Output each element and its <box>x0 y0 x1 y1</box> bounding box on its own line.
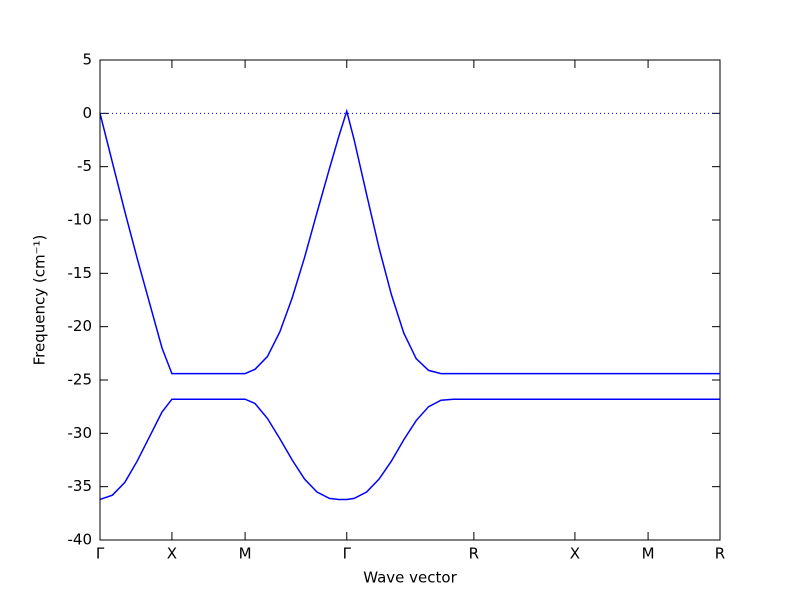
x-tick-label: M <box>239 545 252 563</box>
y-tick-label: -35 <box>68 477 93 495</box>
x-tick-label: X <box>167 545 177 563</box>
y-tick-label: 0 <box>82 104 92 122</box>
y-tick-label: -15 <box>68 264 93 282</box>
y-tick-label: -40 <box>68 531 93 549</box>
y-axis-label: Frequency (cm⁻¹) <box>31 235 49 366</box>
x-tick-label: R <box>715 545 725 563</box>
band-line <box>99 108 720 375</box>
y-tick-label: -25 <box>68 371 93 389</box>
x-tick-label: R <box>469 545 479 563</box>
plot-frame <box>99 59 721 541</box>
x-tick-label: Γ <box>96 545 105 563</box>
x-tick-label: M <box>642 545 655 563</box>
y-tick-label: -10 <box>68 211 93 229</box>
y-tick-label: -20 <box>68 317 93 335</box>
y-tick-label: 5 <box>82 51 92 69</box>
y-tick-label: -30 <box>68 424 93 442</box>
x-tick-label: X <box>570 545 580 563</box>
x-tick-label: Γ <box>343 545 352 563</box>
x-axis-label: Wave vector <box>363 569 457 587</box>
band-line <box>99 398 720 501</box>
y-tick-label: -5 <box>77 157 92 175</box>
